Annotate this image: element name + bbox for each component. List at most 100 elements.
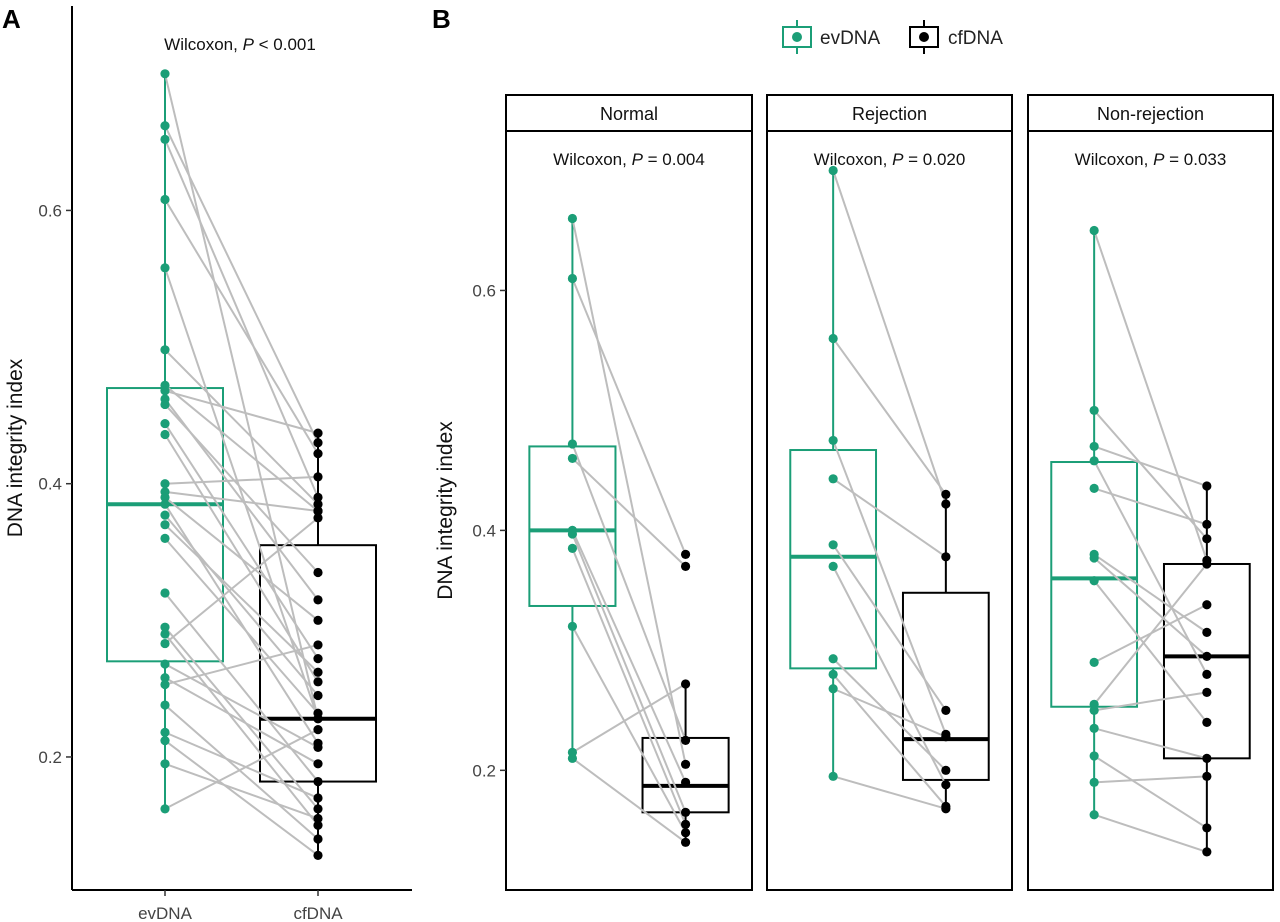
data-point-evdna xyxy=(160,429,170,440)
facet-rejection: Rejection Wilcoxon, P = 0.020 xyxy=(766,94,1013,891)
pair-line xyxy=(164,739,319,857)
data-point-cfdna xyxy=(1202,717,1212,727)
annotation-p-value: = 0.033 xyxy=(1164,150,1226,169)
data-point-cfdna xyxy=(313,653,323,664)
data-point-cfdna xyxy=(313,820,323,830)
pair-line xyxy=(1093,813,1208,853)
data-point-cfdna xyxy=(313,690,323,701)
data-point-evdna xyxy=(567,529,578,539)
data-point-evdna xyxy=(1089,456,1099,466)
data-point-evdna xyxy=(567,453,578,464)
y-axis-title: DNA integrity index xyxy=(434,421,457,600)
data-point-cfdna xyxy=(1202,534,1212,544)
y-tick-label: 0.4 xyxy=(38,475,62,494)
data-point-cfdna xyxy=(313,640,323,650)
pair-line xyxy=(164,523,319,673)
facet-strip xyxy=(505,94,753,132)
data-point-evdna xyxy=(1089,405,1099,416)
data-point-cfdna xyxy=(313,438,323,448)
pair-line xyxy=(571,625,687,834)
wilcoxon-annotation: Wilcoxon, P = 0.033 xyxy=(1075,150,1227,169)
pair-line xyxy=(164,267,319,720)
data-point-evdna xyxy=(567,621,578,631)
data-point-evdna xyxy=(1089,657,1099,667)
pair-line xyxy=(164,138,319,498)
data-point-evdna xyxy=(160,759,170,769)
pair-line xyxy=(164,704,319,840)
data-point-evdna xyxy=(160,629,170,639)
data-point-evdna xyxy=(160,673,170,683)
panel-label-b: B xyxy=(432,4,451,34)
data-point-cfdna xyxy=(941,732,951,742)
data-point-cfdna xyxy=(680,759,691,769)
annotation-p-symbol: P xyxy=(632,150,644,169)
x-tick-label: evDNA xyxy=(138,904,193,922)
data-point-cfdna xyxy=(1202,627,1212,637)
pair-line xyxy=(1093,445,1208,487)
pair-line xyxy=(832,658,947,772)
pair-line xyxy=(571,683,687,754)
data-point-evdna xyxy=(160,510,170,520)
legend-label-cfdna: cfDNA xyxy=(948,28,1003,49)
annotation-test-name: Wilcoxon, xyxy=(814,150,892,169)
facet-non-rejection: Non-rejection Wilcoxon, P = 0.033 xyxy=(1027,94,1274,891)
data-point-cfdna xyxy=(313,506,323,516)
data-point-evdna xyxy=(160,121,170,131)
data-point-evdna xyxy=(567,543,578,553)
data-point-evdna xyxy=(828,684,838,694)
data-point-cfdna xyxy=(680,819,691,829)
facet-strip-label: Normal xyxy=(600,104,658,124)
data-point-cfdna xyxy=(941,804,951,814)
data-point-cfdna xyxy=(313,677,323,687)
data-point-evdna xyxy=(828,669,838,679)
box-cfdna xyxy=(1162,562,1251,760)
pair-line xyxy=(832,170,947,505)
wilcoxon-annotation: Wilcoxon, P < 0.001 xyxy=(164,35,316,54)
pair-line xyxy=(164,423,319,660)
data-point-cfdna xyxy=(313,850,323,860)
data-point-cfdna xyxy=(313,708,323,718)
pair-line xyxy=(164,125,319,444)
pair-line xyxy=(571,218,687,765)
data-point-cfdna xyxy=(1202,823,1212,833)
pair-line xyxy=(164,496,319,622)
data-point-cfdna xyxy=(680,549,691,559)
data-point-evdna xyxy=(828,771,838,781)
data-point-cfdna xyxy=(1202,771,1212,781)
data-point-cfdna xyxy=(313,776,323,787)
data-point-cfdna xyxy=(941,552,951,562)
pair-line xyxy=(571,757,687,844)
y-axis-title: DNA integrity index xyxy=(4,358,27,537)
data-point-cfdna xyxy=(313,813,323,824)
data-point-evdna xyxy=(160,727,170,737)
pair-line xyxy=(164,403,319,574)
data-point-cfdna xyxy=(1202,600,1212,610)
data-point-cfdna xyxy=(680,807,691,817)
data-point-cfdna xyxy=(941,765,951,775)
facet-strip xyxy=(1027,94,1274,132)
data-point-evdna xyxy=(160,399,170,410)
y-tick-label: 0.2 xyxy=(472,761,496,780)
data-point-cfdna xyxy=(1202,519,1212,529)
data-point-evdna xyxy=(828,474,838,484)
data-point-cfdna xyxy=(680,777,691,787)
data-point-evdna xyxy=(1089,810,1099,820)
panel-a-plot: 0.2 0.4 0.6 DNA integrity index evDNA cfDNA Wi… xyxy=(4,6,412,922)
pair-line xyxy=(1093,580,1208,723)
data-point-cfdna xyxy=(313,615,323,625)
pair-line xyxy=(164,198,319,455)
pair-line xyxy=(164,514,319,697)
pair-line xyxy=(832,565,947,786)
panel-b-plot: Normal 0.2 0.4 0.6 DNA integrity index Wilcox… xyxy=(434,94,1274,891)
data-point-evdna xyxy=(160,492,170,502)
data-point-evdna xyxy=(160,499,170,509)
pair-line xyxy=(832,687,947,738)
data-point-cfdna xyxy=(313,793,323,803)
pair-line xyxy=(832,440,947,735)
annotation-p-symbol: P xyxy=(1153,150,1165,169)
pair-line xyxy=(164,490,319,513)
data-point-cfdna xyxy=(313,834,323,844)
data-point-cfdna xyxy=(1202,559,1212,569)
data-point-evdna xyxy=(160,69,170,79)
